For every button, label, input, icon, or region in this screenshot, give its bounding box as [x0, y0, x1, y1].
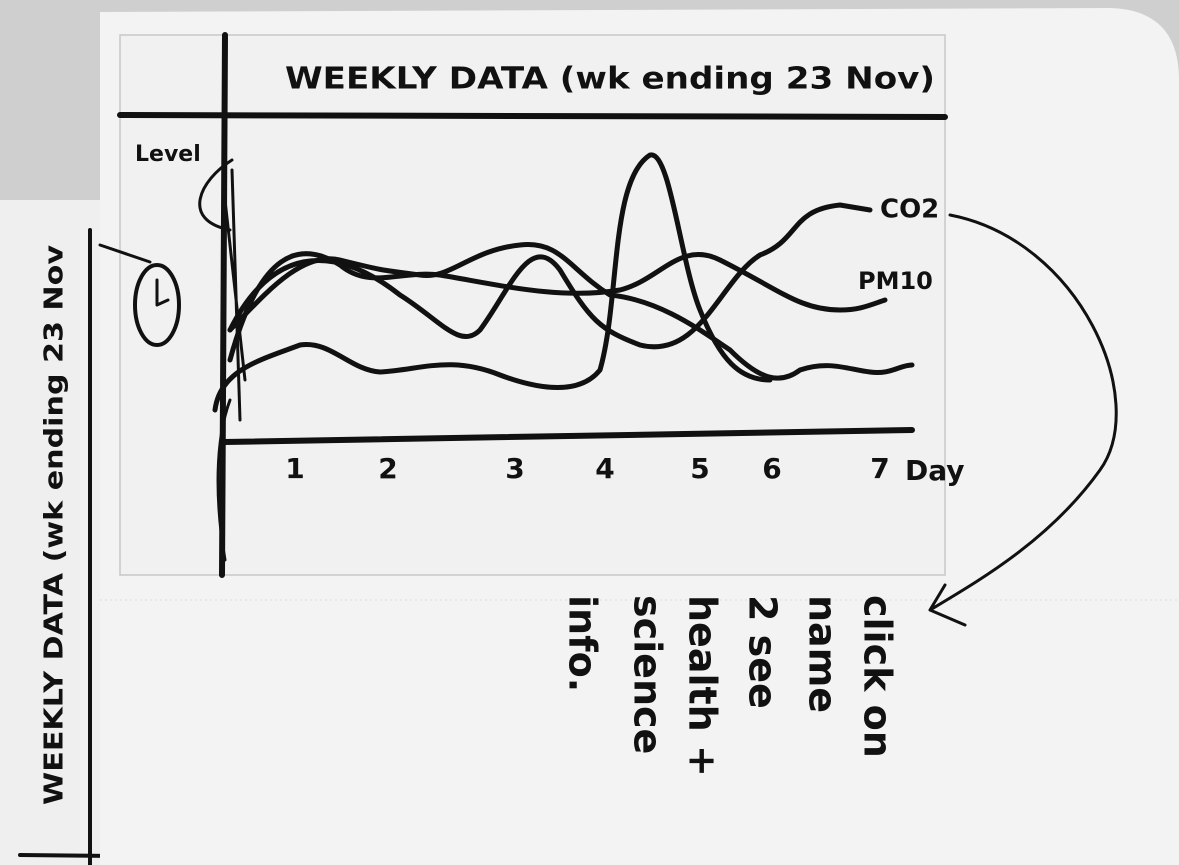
- annotation-line: 2 see: [741, 595, 785, 709]
- annotation-line: info.: [561, 595, 605, 692]
- scribble: [198, 158, 247, 562]
- third-line: [227, 241, 915, 381]
- series-label[interactable]: CO2: [880, 195, 939, 225]
- annotation-line: health +: [681, 595, 725, 777]
- annotation-line: science: [626, 595, 670, 754]
- x-tick-label: 6: [762, 452, 781, 485]
- side-sheet: [0, 200, 110, 865]
- annotation-line: name: [801, 595, 845, 713]
- chart-title: WEEKLY DATA (wk ending 23 Nov): [285, 62, 935, 97]
- x-tick-labels: 1 2 3 4 5 6 7: [285, 452, 889, 485]
- y-axis-label: Level: [135, 142, 201, 167]
- series-label[interactable]: PM10: [858, 267, 933, 295]
- x-tick-label: 5: [690, 452, 709, 485]
- x-tick-label: 4: [595, 452, 614, 485]
- annotation-line: click on: [856, 595, 900, 758]
- clock-icon[interactable]: [133, 263, 181, 347]
- annotation-arrow: [928, 213, 1118, 627]
- x-tick-label: 2: [378, 452, 397, 485]
- side-title: WEEKLY DATA (wk ending 23 Nov: [40, 245, 70, 805]
- x-tick-label: 3: [505, 452, 524, 485]
- fourth-line: [212, 152, 773, 413]
- x-tick-label: 1: [285, 452, 304, 485]
- x-axis: [222, 427, 915, 445]
- clock-hands: [98, 243, 170, 307]
- x-tick-label: 7: [870, 452, 889, 485]
- title-rule: [117, 112, 948, 120]
- x-axis-label: Day: [905, 454, 965, 487]
- y-axis: [219, 32, 228, 578]
